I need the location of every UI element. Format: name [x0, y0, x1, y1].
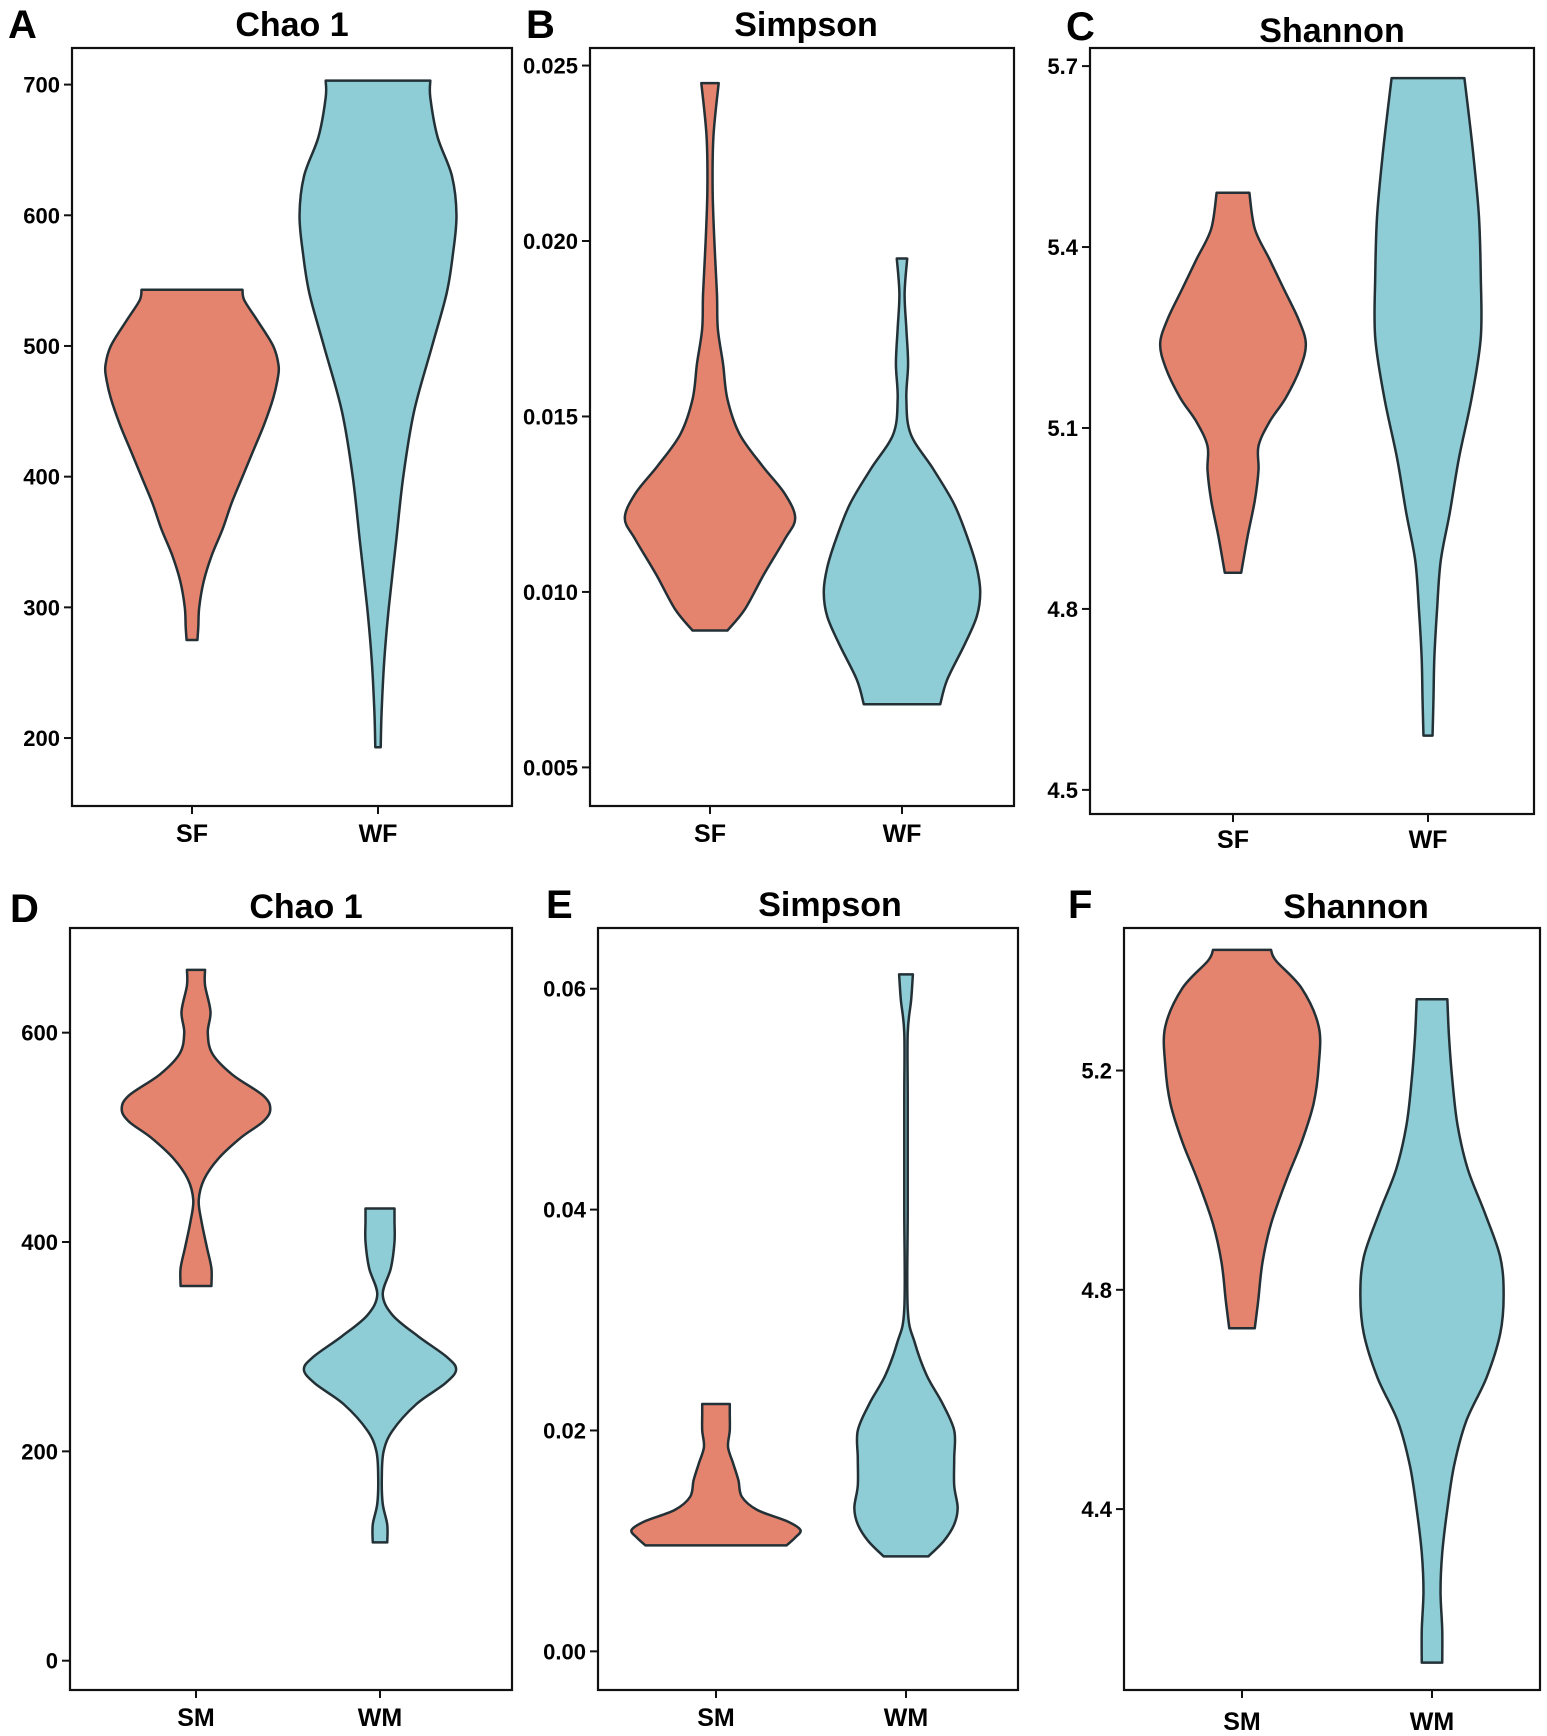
panel-e: E Simpson 0.00 0.02 0.04 0.06 SM WM — [543, 883, 1020, 1732]
y-tick-label: 0 — [46, 1649, 58, 1674]
violin-wf — [298, 79, 458, 749]
y-tick-label: 0.025 — [523, 54, 578, 79]
plot-frame — [596, 926, 1020, 1692]
panel-d: D Chao 1 0 200 400 600 SM WM — [10, 887, 514, 1732]
violin-sm — [630, 1402, 802, 1547]
violin-wf — [1373, 76, 1483, 737]
violin-wm — [1359, 998, 1505, 1664]
violin-wf — [822, 257, 982, 706]
x-tick-label: WM — [884, 1704, 928, 1732]
panel-letter: D — [10, 887, 39, 931]
y-tick-label: 5.1 — [1047, 416, 1078, 441]
panel-letter: C — [1066, 5, 1095, 49]
panel-letter: F — [1068, 883, 1092, 927]
y-tick-label: 5.2 — [1081, 1059, 1112, 1084]
y-tick-label: 500 — [23, 334, 60, 359]
x-tick-label: SM — [697, 1704, 735, 1732]
y-tick-label: 700 — [23, 73, 60, 98]
x-tick-label: SF — [176, 820, 208, 848]
plot-frame — [70, 46, 514, 808]
panel-title: Shannon — [1259, 12, 1404, 50]
plot-frame — [588, 46, 1016, 808]
violin-sf — [103, 288, 281, 642]
x-tick-label: WM — [358, 1704, 402, 1732]
panel-title: Chao 1 — [235, 6, 348, 44]
y-tick-label: 0.04 — [543, 1198, 587, 1223]
plot-frame — [68, 926, 514, 1692]
y-tick-label: 0.02 — [543, 1418, 586, 1443]
x-tick-label: WF — [883, 820, 922, 848]
panel-letter: E — [546, 883, 573, 927]
y-tick-label: 5.4 — [1047, 235, 1078, 260]
x-tick-label: WF — [359, 820, 398, 848]
panel-letter: A — [8, 3, 37, 47]
x-tick-label: SF — [694, 820, 726, 848]
panel-c: C Shannon 4.5 4.8 5.1 5.4 5.7 SF WF — [1047, 5, 1536, 854]
panel-b: B Simpson 0.005 0.010 0.015 0.020 0.025 SF WF — [523, 3, 1016, 848]
y-tick-label: 0.010 — [523, 580, 578, 605]
x-tick-label: SM — [177, 1704, 215, 1732]
violin-sf — [623, 81, 797, 632]
panel-letter: B — [526, 3, 555, 47]
panel-f: F Shannon 4.4 4.8 5.2 SM WM — [1068, 883, 1542, 1736]
violin-sm — [120, 968, 272, 1288]
y-tick-label: 4.4 — [1081, 1497, 1112, 1522]
panel-a: A Chao 1 200 300 400 500 600 700 SF WF — [8, 3, 514, 848]
y-tick-label: 600 — [21, 1021, 58, 1046]
y-tick-label: 0.06 — [543, 977, 586, 1002]
panel-title: Shannon — [1283, 888, 1428, 926]
violin-sf — [1158, 191, 1308, 574]
plot-frame — [1122, 926, 1542, 1692]
y-tick-label: 4.8 — [1081, 1278, 1112, 1303]
y-tick-label: 400 — [21, 1230, 58, 1255]
y-tick-label: 4.5 — [1047, 778, 1078, 803]
panel-title: Simpson — [758, 886, 902, 924]
violin-wm — [302, 1207, 458, 1544]
violin-sm — [1162, 948, 1322, 1330]
y-tick-label: 0.015 — [523, 404, 578, 429]
x-tick-label: SM — [1223, 1708, 1261, 1736]
x-tick-label: WM — [1410, 1708, 1454, 1736]
panel-title: Simpson — [734, 6, 878, 44]
x-tick-label: WF — [1409, 826, 1448, 854]
y-tick-label: 200 — [23, 726, 60, 751]
y-tick-label: 0.020 — [523, 229, 578, 254]
plot-frame — [1088, 46, 1536, 816]
y-tick-label: 600 — [23, 203, 60, 228]
panel-title: Chao 1 — [249, 888, 362, 926]
y-tick-label: 400 — [23, 465, 60, 490]
y-tick-label: 4.8 — [1047, 597, 1078, 622]
y-tick-label: 200 — [21, 1439, 58, 1464]
y-tick-label: 300 — [23, 595, 60, 620]
x-tick-label: SF — [1217, 826, 1249, 854]
violin-wm — [853, 973, 959, 1558]
y-tick-label: 0.005 — [523, 755, 578, 780]
y-tick-label: 5.7 — [1047, 54, 1078, 79]
y-tick-label: 0.00 — [543, 1639, 586, 1664]
